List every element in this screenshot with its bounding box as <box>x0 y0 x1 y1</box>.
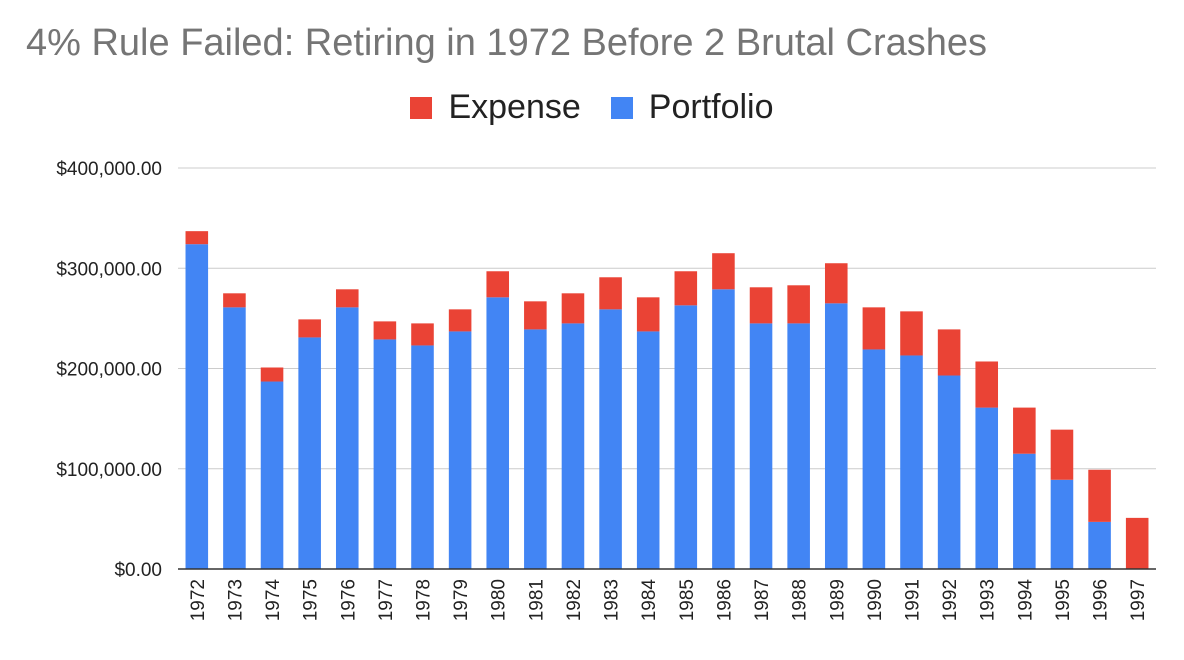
bar-portfolio-1982 <box>561 323 585 569</box>
x-tick-label: 1983 <box>602 579 623 621</box>
bar-expense-1984 <box>636 297 660 332</box>
x-tick-label: 1989 <box>827 579 848 621</box>
bar-portfolio-1981 <box>524 329 547 569</box>
bar-portfolio-1992 <box>937 375 961 569</box>
bar-portfolio-1985 <box>674 305 698 569</box>
legend: Expense Portfolio <box>0 88 1184 127</box>
chart-title: 4% Rule Failed: Retiring in 1972 Before … <box>26 22 988 64</box>
bar-expense-1977 <box>373 321 397 340</box>
bar-portfolio-1977 <box>373 339 397 569</box>
bar-portfolio-1989 <box>824 303 848 569</box>
bar-expense-1972 <box>185 231 209 245</box>
y-tick-label: $300,000.00 <box>56 259 162 280</box>
bar-portfolio-1990 <box>862 349 886 569</box>
x-tick-label: 1987 <box>752 579 773 621</box>
x-tick-label: 1982 <box>564 579 585 621</box>
bar-expense-1978 <box>411 323 434 346</box>
bar-expense-1988 <box>787 285 810 324</box>
x-tick-label: 1972 <box>188 579 209 621</box>
bar-portfolio-1983 <box>599 309 622 569</box>
y-tick-label: $0.00 <box>114 560 162 581</box>
bar-portfolio-1972 <box>185 244 209 569</box>
x-tick-label: 1988 <box>790 579 811 621</box>
bar-portfolio-1974 <box>260 381 284 569</box>
x-tick-label: 1978 <box>414 579 435 621</box>
bar-portfolio-1996 <box>1088 521 1111 569</box>
bar-portfolio-1978 <box>411 345 434 569</box>
bar-expense-1979 <box>448 309 472 332</box>
bar-portfolio-1973 <box>223 307 246 569</box>
x-tick-label: 1993 <box>978 579 999 621</box>
y-tick-label: $400,000.00 <box>56 159 162 180</box>
bar-portfolio-1987 <box>749 323 773 569</box>
legend-swatch-portfolio <box>610 96 633 119</box>
bar-expense-1981 <box>524 301 547 330</box>
bar-portfolio-1994 <box>1013 453 1036 569</box>
bar-portfolio-1993 <box>975 407 999 569</box>
legend-label-portfolio: Portfolio <box>648 88 774 126</box>
bar-expense-1986 <box>712 253 735 290</box>
x-tick-label: 1990 <box>865 579 886 621</box>
bar-expense-1987 <box>749 287 773 324</box>
bar-expense-1983 <box>599 277 622 310</box>
legend-entry-portfolio: Portfolio <box>610 88 774 127</box>
x-tick-label: 1974 <box>263 579 284 622</box>
x-tick-label: 1973 <box>225 579 246 621</box>
bar-expense-1974 <box>260 367 284 382</box>
x-tick-label: 1986 <box>714 579 735 621</box>
x-tick-label: 1991 <box>903 579 924 621</box>
bar-expense-1992 <box>937 329 961 376</box>
bar-portfolio-1980 <box>486 297 510 569</box>
bar-portfolio-1975 <box>298 337 321 569</box>
bar-expense-1990 <box>862 307 886 350</box>
bar-expense-1985 <box>674 271 698 306</box>
bar-portfolio-1991 <box>900 355 923 569</box>
bar-portfolio-1988 <box>787 323 810 569</box>
x-tick-label: 1976 <box>338 579 359 621</box>
x-tick-label: 1977 <box>376 579 397 621</box>
legend-swatch-expense <box>410 96 433 119</box>
x-tick-label: 1979 <box>451 579 472 621</box>
x-tick-label: 1981 <box>526 579 547 621</box>
x-tick-label: 1996 <box>1091 579 1112 621</box>
bar-expense-1995 <box>1050 429 1074 480</box>
bar-expense-1976 <box>335 289 359 308</box>
bar-expense-1994 <box>1013 407 1036 454</box>
bar-expense-1997 <box>1125 517 1149 569</box>
legend-label-expense: Expense <box>448 88 581 126</box>
bar-expense-1989 <box>824 263 848 304</box>
bar-expense-1973 <box>223 293 246 308</box>
x-tick-label: 1985 <box>677 579 698 621</box>
x-tick-label: 1980 <box>489 579 510 621</box>
bar-expense-1975 <box>298 319 321 338</box>
legend-entry-expense: Expense <box>410 88 581 127</box>
bar-portfolio-1984 <box>636 331 660 569</box>
bar-portfolio-1976 <box>335 307 359 569</box>
bar-expense-1980 <box>486 271 510 298</box>
x-tick-label: 1995 <box>1053 579 1074 621</box>
bar-expense-1991 <box>900 311 923 356</box>
x-tick-label: 1975 <box>301 579 322 621</box>
x-tick-label: 1984 <box>639 579 660 622</box>
y-tick-label: $100,000.00 <box>56 460 162 481</box>
x-tick-label: 1997 <box>1128 579 1149 621</box>
bar-expense-1982 <box>561 293 585 324</box>
bar-portfolio-1995 <box>1050 479 1074 569</box>
bar-expense-1996 <box>1088 469 1111 522</box>
y-tick-label: $200,000.00 <box>56 360 162 381</box>
bar-portfolio-1986 <box>712 289 735 569</box>
bar-expense-1993 <box>975 361 999 408</box>
bar-portfolio-1979 <box>448 331 472 569</box>
x-tick-label: 1994 <box>1015 579 1036 622</box>
x-tick-label: 1992 <box>940 579 961 621</box>
